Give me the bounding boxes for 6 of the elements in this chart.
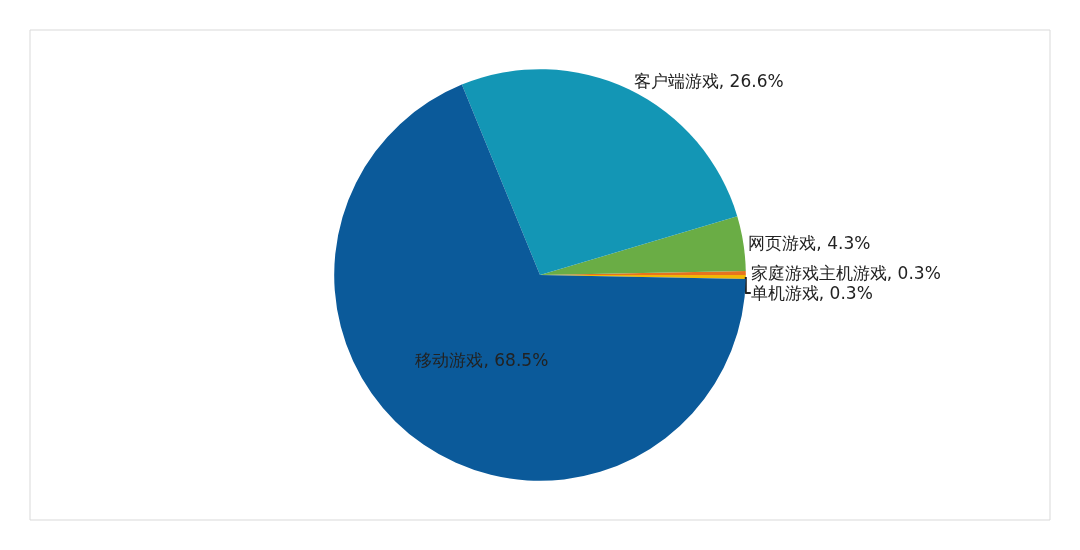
slice-label: 移动游戏, 68.5% — [415, 349, 549, 370]
slice-label: 家庭游戏主机游戏, 0.3% — [750, 263, 941, 284]
slice-label: 单机游戏, 0.3% — [750, 283, 873, 304]
slice-label: 客户端游戏, 26.6% — [633, 71, 784, 92]
slice-label: 网页游戏, 4.3% — [748, 233, 871, 254]
pie-slice — [540, 216, 746, 275]
